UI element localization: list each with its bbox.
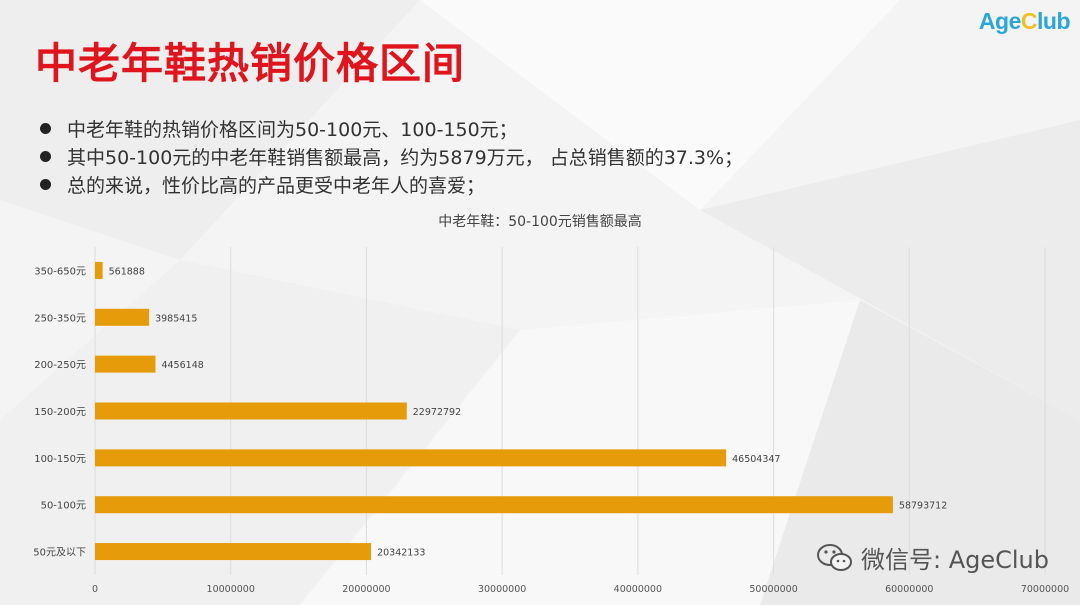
bar <box>95 355 156 373</box>
x-tick-label: 10000000 <box>207 584 255 595</box>
x-tick-label: 20000000 <box>342 584 390 595</box>
category-label: 50-100元 <box>41 501 86 512</box>
x-tick-label: 50000000 <box>749 584 797 595</box>
data-label: 46504347 <box>732 454 780 465</box>
bar <box>95 449 727 467</box>
data-label: 4456148 <box>161 360 203 371</box>
category-label: 50元及以下 <box>33 547 86 559</box>
x-tick-label: 40000000 <box>614 584 662 595</box>
bullet-dot-icon <box>40 151 51 162</box>
bar <box>95 308 150 326</box>
bar <box>95 261 103 279</box>
bar-chart: 中老年鞋：50-100元销售额最高 0 10000000 20000000 300000… <box>33 213 1069 595</box>
x-tick-label: 60000000 <box>885 584 933 595</box>
bullet-item: 中老年鞋的热销价格区间为50-100元、100-150元； <box>40 116 743 144</box>
x-tick-label: 70000000 <box>1021 584 1069 595</box>
x-tick-label: 0 <box>92 584 98 595</box>
watermark-text: 微信号: AgeClub <box>861 546 1050 574</box>
data-label: 3985415 <box>155 313 197 324</box>
data-label: 20342133 <box>377 548 425 559</box>
bar <box>95 402 407 420</box>
wechat-watermark: 微信号: AgeClub <box>815 540 1049 575</box>
wechat-icon <box>817 543 852 571</box>
bullet-dot-icon <box>40 179 51 190</box>
bullet-item: 其中50-100元的中老年鞋销售额最高，约为5879万元， 占总销售额的37.3… <box>40 144 743 172</box>
bar <box>95 543 372 561</box>
bar <box>95 496 893 514</box>
ageclub-logo: AgeClub <box>978 8 1071 34</box>
data-label: 22972792 <box>413 407 461 418</box>
category-label: 100-150元 <box>34 454 86 465</box>
x-tick-label: 30000000 <box>478 584 526 595</box>
data-label: 561888 <box>109 266 145 277</box>
category-label: 250-350元 <box>34 313 86 324</box>
category-label: 150-200元 <box>34 407 86 418</box>
chart-title: 中老年鞋：50-100元销售额最高 <box>438 213 642 230</box>
bullet-list: 中老年鞋的热销价格区间为50-100元、100-150元； 其中50-100元的… <box>40 116 743 200</box>
bullet-dot-icon <box>40 123 51 134</box>
bullet-item: 总的来说，性价比高的产品更受中老年人的喜爱； <box>40 172 743 200</box>
category-label: 200-250元 <box>34 360 86 371</box>
data-label: 58793712 <box>899 501 947 512</box>
page-title: 中老年鞋热销价格区间 <box>35 39 466 88</box>
category-label: 350-650元 <box>34 266 86 277</box>
